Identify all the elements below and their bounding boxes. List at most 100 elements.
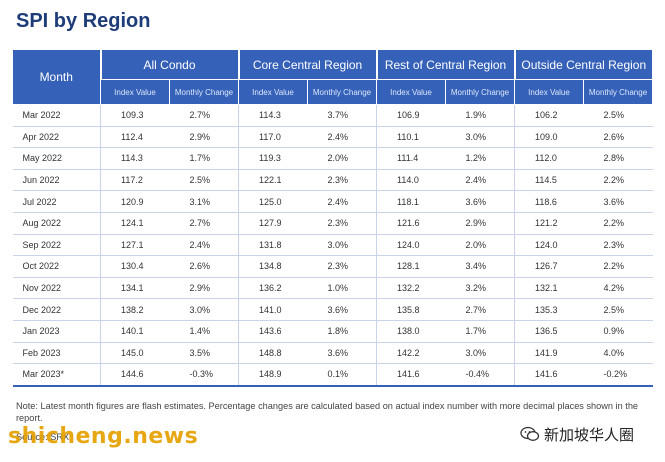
monthly-change-cell: 2.4%: [445, 169, 516, 192]
index-value-cell: 124.0: [514, 234, 584, 257]
index-value-cell: 128.1: [376, 255, 446, 278]
monthly-change-cell: 3.6%: [307, 298, 378, 321]
row-month: Mar 2023*: [12, 363, 101, 387]
index-value-cell: 109.3: [100, 104, 170, 127]
index-value-cell: 131.8: [238, 234, 308, 257]
row-month: Nov 2022: [12, 277, 101, 300]
index-value-cell: 141.6: [514, 363, 584, 387]
monthly-change-cell: 1.7%: [169, 147, 239, 170]
group-header-all-condo: All Condo: [99, 49, 239, 80]
index-value-cell: 106.9: [376, 104, 446, 127]
page-title: SPI by Region: [16, 10, 151, 32]
index-value-cell: 134.8: [238, 255, 308, 278]
index-value-cell: 114.5: [514, 169, 584, 192]
monthly-change-cell: 2.2%: [583, 169, 653, 192]
subheader-index-value: Index Value: [376, 79, 447, 105]
table-row: Mar 2023* 144.6 -0.3% 148.9 0.1% 141.6 -0.4% 14…: [12, 363, 653, 387]
index-value-cell: 126.7: [514, 255, 584, 278]
index-value-cell: 135.3: [514, 298, 584, 321]
index-value-cell: 122.1: [238, 169, 308, 192]
monthly-change-cell: 2.2%: [583, 255, 653, 278]
monthly-change-cell: -0.4%: [445, 363, 516, 387]
spi-table-container: Month All Condo Core Central Region Rest…: [12, 49, 654, 387]
table-row: Jan 2023 140.1 1.4% 143.6 1.8% 138.0 1.7% 136.5…: [12, 320, 653, 343]
monthly-change-cell: 2.5%: [583, 104, 653, 127]
index-value-cell: 135.8: [376, 298, 446, 321]
monthly-change-cell: 2.3%: [307, 255, 378, 278]
index-value-cell: 120.9: [100, 190, 170, 213]
index-value-cell: 117.2: [100, 169, 170, 192]
monthly-change-cell: 0.9%: [583, 320, 653, 343]
row-month: Jun 2022: [12, 169, 101, 192]
index-value-cell: 148.8: [238, 342, 308, 365]
monthly-change-cell: 1.8%: [307, 320, 378, 343]
index-value-cell: 130.4: [100, 255, 170, 278]
index-value-cell: 121.2: [514, 212, 584, 235]
table-row: Sep 2022 127.1 2.4% 131.8 3.0% 124.0 2.0% 124.0…: [12, 234, 653, 257]
monthly-change-cell: 2.9%: [445, 212, 516, 235]
index-value-cell: 125.0: [238, 190, 308, 213]
index-value-cell: 144.6: [100, 363, 170, 387]
index-value-cell: 114.0: [376, 169, 446, 192]
subheader-index-value: Index Value: [238, 79, 308, 105]
monthly-change-cell: 3.4%: [445, 255, 516, 278]
index-value-cell: 132.2: [376, 277, 446, 300]
row-month: Apr 2022: [12, 126, 101, 149]
table-header: Month All Condo Core Central Region Rest…: [12, 49, 654, 105]
monthly-change-cell: 2.8%: [583, 147, 653, 170]
row-month: Dec 2022: [12, 298, 101, 321]
watermark-channel-label: 新加坡华人圈: [544, 426, 635, 444]
index-value-cell: 127.9: [238, 212, 308, 235]
index-value-cell: 106.2: [514, 104, 584, 127]
row-month: Aug 2022: [12, 212, 101, 235]
index-value-cell: 138.2: [100, 298, 170, 321]
monthly-change-cell: 2.7%: [445, 298, 516, 321]
row-month: Jul 2022: [12, 190, 101, 213]
index-value-cell: 111.4: [376, 147, 446, 170]
footnote: Note: Latest month figures are flash est…: [16, 401, 639, 423]
monthly-change-cell: 3.7%: [307, 104, 378, 127]
index-value-cell: 141.9: [514, 342, 584, 365]
index-value-cell: 136.2: [238, 277, 308, 300]
row-month: Sep 2022: [12, 234, 101, 257]
group-header-rest-of-central: Rest of Central Region: [375, 49, 516, 80]
index-value-cell: 114.3: [238, 104, 308, 127]
monthly-change-cell: 3.6%: [307, 342, 378, 365]
row-month: Jan 2023: [12, 320, 101, 343]
index-value-cell: 132.1: [514, 277, 584, 300]
monthly-change-cell: 2.5%: [583, 298, 653, 321]
monthly-change-cell: 0.1%: [307, 363, 378, 387]
group-header-outside-central: Outside Central Region: [513, 49, 654, 80]
table-row: Dec 2022 138.2 3.0% 141.0 3.6% 135.8 2.7% 135.3…: [12, 298, 653, 321]
monthly-change-cell: 1.2%: [445, 147, 516, 170]
monthly-change-cell: 2.3%: [583, 234, 653, 257]
monthly-change-cell: 2.7%: [169, 104, 239, 127]
table-row: Mar 2022 109.3 2.7% 114.3 3.7% 106.9 1.9% 106.2…: [12, 104, 653, 127]
monthly-change-cell: 3.1%: [169, 190, 239, 213]
monthly-change-cell: -0.3%: [169, 363, 239, 387]
subheader-monthly-change: Monthly Change: [306, 79, 378, 105]
monthly-change-cell: 2.2%: [583, 212, 653, 235]
index-value-cell: 142.2: [376, 342, 446, 365]
monthly-change-cell: -0.2%: [583, 363, 653, 387]
monthly-change-cell: 2.6%: [583, 126, 653, 149]
row-month: Mar 2022: [12, 104, 101, 127]
subheader-monthly-change: Monthly Change: [445, 79, 516, 105]
index-value-cell: 118.1: [376, 190, 446, 213]
table-row: Jun 2022 117.2 2.5% 122.1 2.3% 114.0 2.4% 114.5…: [12, 169, 653, 192]
spi-table: Month All Condo Core Central Region Rest…: [12, 49, 654, 387]
table-row: Nov 2022 134.1 2.9% 136.2 1.0% 132.2 3.2% 132.1…: [12, 277, 653, 300]
index-value-cell: 124.1: [100, 212, 170, 235]
monthly-change-cell: 1.7%: [445, 320, 516, 343]
monthly-change-cell: 2.3%: [307, 212, 378, 235]
table-row: Aug 2022 124.1 2.7% 127.9 2.3% 121.6 2.9% 121.2…: [12, 212, 653, 235]
watermark-site: shicheng.news: [8, 424, 199, 449]
monthly-change-cell: 3.0%: [169, 298, 239, 321]
index-value-cell: 141.0: [238, 298, 308, 321]
monthly-change-cell: 4.0%: [583, 342, 653, 365]
monthly-change-cell: 2.4%: [307, 126, 378, 149]
index-value-cell: 148.9: [238, 363, 308, 387]
table-row: Feb 2023 145.0 3.5% 148.8 3.6% 142.2 3.0% 141.9…: [12, 342, 653, 365]
monthly-change-cell: 3.0%: [307, 234, 378, 257]
index-value-cell: 110.1: [376, 126, 446, 149]
